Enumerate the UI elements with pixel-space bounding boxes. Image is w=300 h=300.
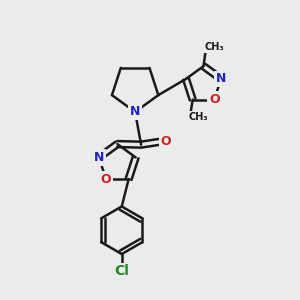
- Text: N: N: [94, 151, 104, 164]
- Text: N: N: [130, 106, 140, 118]
- Text: O: O: [100, 172, 111, 185]
- Text: N: N: [216, 72, 226, 86]
- Text: CH₃: CH₃: [204, 42, 224, 52]
- Text: CH₃: CH₃: [189, 112, 208, 122]
- Text: O: O: [160, 135, 171, 148]
- Text: Cl: Cl: [114, 264, 129, 278]
- Text: O: O: [209, 93, 220, 106]
